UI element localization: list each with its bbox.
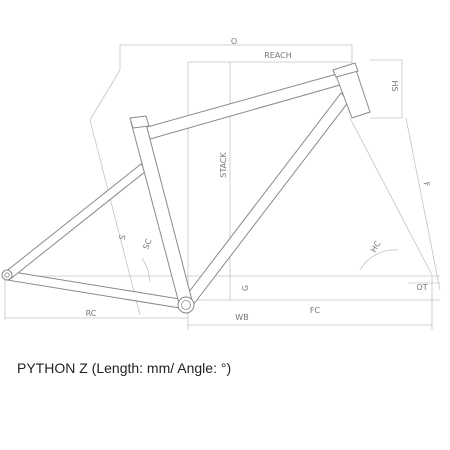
seatstay xyxy=(3,163,147,281)
label-stack: STACK xyxy=(219,151,228,177)
label-g: G xyxy=(241,285,250,291)
label-hs: HS xyxy=(390,80,399,91)
diagram-caption: PYTHON Z (Length: mm/ Angle: °) xyxy=(17,360,232,376)
label-f: F xyxy=(421,181,431,188)
label-sc: SC xyxy=(142,237,154,250)
label-s: S xyxy=(118,234,128,241)
chainstay xyxy=(6,270,187,310)
rear-dropout xyxy=(1,269,13,281)
bottom-bracket xyxy=(177,296,195,314)
label-rc: RC xyxy=(86,309,97,318)
bottom-bracket-inner xyxy=(181,300,191,310)
top-cap xyxy=(332,62,359,78)
label-hc: HC xyxy=(369,239,383,254)
bike-frame xyxy=(1,62,371,314)
label-wb: WB xyxy=(235,313,248,322)
label-o: O xyxy=(231,37,237,46)
seat-tube xyxy=(130,119,194,308)
seat-collar xyxy=(129,115,150,129)
dimension-lines xyxy=(4,44,441,330)
down-tube xyxy=(181,92,350,310)
label-ot: OT xyxy=(416,283,427,292)
rear-axle xyxy=(4,272,10,278)
label-reach: REACH xyxy=(264,51,292,60)
label-fc: FC xyxy=(310,306,321,315)
dimension-labels: O REACH HS STACK F S SC HC G OT RC WB FC xyxy=(86,37,432,322)
